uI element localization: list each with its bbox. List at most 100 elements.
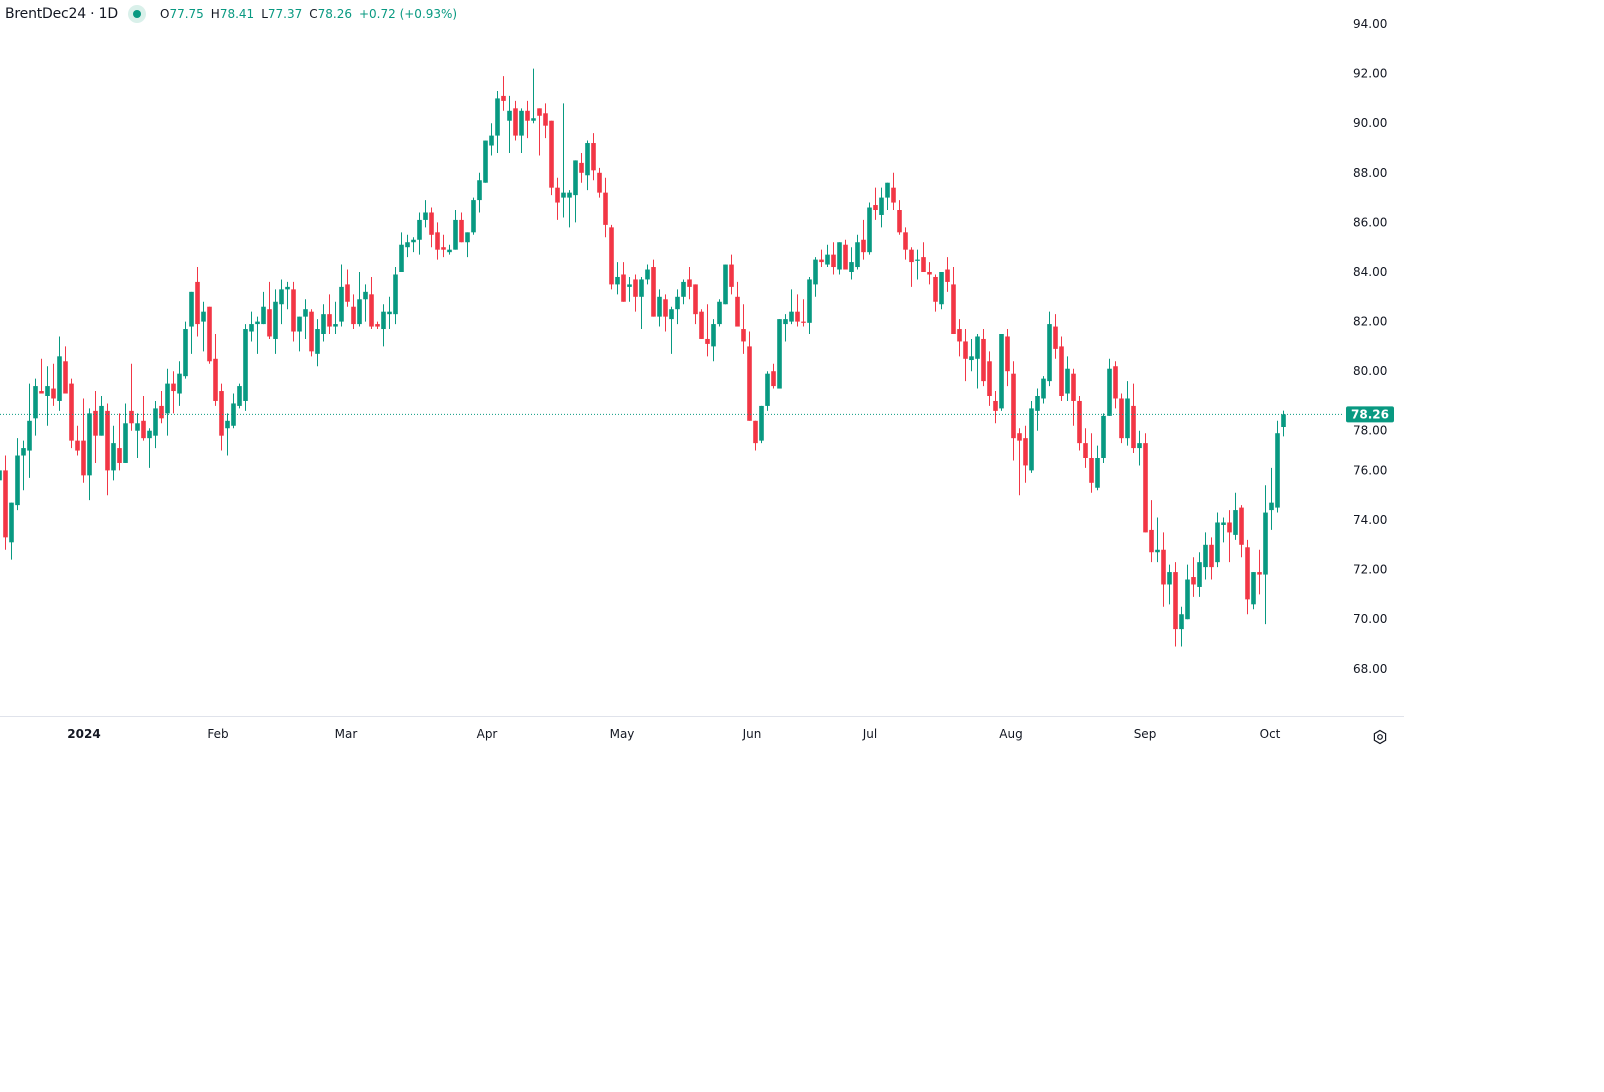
market-status-dot-icon[interactable] — [127, 5, 146, 23]
candle-down — [1257, 549, 1262, 595]
candle-up — [339, 264, 344, 327]
candlestick-chart[interactable]: 94.00 92.00 90.00 88.00 86.00 84.00 82.00 80.00… — [0, 0, 1404, 760]
candle-up — [1035, 388, 1040, 431]
time-tick-label: Mar — [335, 727, 358, 741]
candle-body — [1125, 398, 1130, 439]
candle-down — [375, 321, 380, 330]
price-tick-label: 90.00 — [1353, 116, 1387, 130]
candle-body — [975, 336, 980, 359]
candle-body — [99, 405, 104, 436]
candle-body — [543, 113, 548, 126]
candle-down — [663, 294, 668, 332]
candle-up — [297, 316, 302, 352]
candle-up — [1047, 311, 1052, 387]
candle-body — [129, 410, 134, 424]
candle-up — [237, 383, 242, 409]
candle-up — [147, 428, 152, 468]
candle-up — [405, 234, 410, 258]
candle-up — [531, 68, 536, 124]
candle-body — [879, 197, 884, 215]
candle-body — [15, 455, 20, 506]
candle-body — [225, 420, 230, 429]
candle-up — [483, 140, 488, 183]
candle-body — [693, 284, 698, 315]
candle-body — [1119, 398, 1124, 439]
candle-body — [795, 311, 800, 322]
candle-body — [393, 274, 398, 315]
price-tick-label: 78.00 — [1353, 423, 1387, 437]
candle-up — [1179, 606, 1184, 647]
candle-up — [489, 123, 494, 156]
price-axis[interactable]: 94.00 92.00 90.00 88.00 86.00 84.00 82.00 80.00… — [1353, 17, 1387, 676]
candle-body — [741, 329, 746, 342]
candle-up — [201, 301, 206, 352]
time-tick-label: May — [610, 727, 635, 741]
candle-body — [1281, 414, 1286, 427]
candle-body — [573, 160, 578, 196]
candle-body — [807, 279, 812, 323]
price-tick-label: 92.00 — [1353, 67, 1387, 81]
candle-body — [873, 205, 878, 210]
candle-down — [897, 200, 902, 235]
candle-up — [447, 244, 452, 255]
candle-down — [1017, 428, 1022, 496]
candle-up — [393, 267, 398, 325]
candle-up — [507, 95, 512, 153]
candle-down — [609, 224, 614, 290]
symbol-title[interactable]: BrentDec24 · 1D — [5, 6, 118, 22]
candle-down — [51, 363, 56, 406]
time-axis[interactable]: 2024 Feb Mar Apr May Jun Jul Aug Sep Oct — [67, 727, 1280, 741]
candle-up — [333, 301, 338, 334]
candle-up — [777, 319, 782, 389]
candle-down — [75, 425, 80, 456]
legend-close: C78.26 — [309, 7, 352, 21]
candle-down — [993, 391, 998, 424]
candle-body — [153, 408, 158, 436]
candle-up — [285, 281, 290, 310]
time-tick-label: Apr — [477, 727, 498, 741]
candle-down — [771, 363, 776, 389]
candle-up — [585, 140, 590, 191]
candle-body — [513, 108, 518, 136]
candle-down — [819, 249, 824, 268]
candle-body — [783, 319, 788, 325]
candle-body — [63, 361, 68, 394]
candle-body — [945, 269, 950, 282]
candle-body — [285, 286, 290, 290]
candle-body — [765, 373, 770, 406]
candle-up — [615, 262, 620, 295]
candle-body — [51, 388, 56, 399]
candle-body — [861, 239, 866, 253]
candle-body — [387, 311, 392, 315]
candle-up — [681, 279, 686, 305]
candle-body — [1155, 549, 1160, 553]
candle-body — [843, 244, 848, 270]
candle-down — [345, 269, 350, 307]
candle-body — [1239, 507, 1244, 545]
candle-body — [81, 440, 86, 476]
candle-body — [591, 143, 596, 171]
candle-body — [657, 296, 662, 317]
candle-up — [99, 396, 104, 436]
candle-up — [711, 319, 716, 362]
candle-body — [315, 329, 320, 354]
candle-body — [891, 187, 896, 203]
candle-down — [603, 177, 608, 238]
candle-down — [1083, 428, 1088, 468]
candle-up — [21, 440, 26, 491]
candle-body — [951, 284, 956, 334]
candle-down — [1077, 396, 1082, 451]
candle-body — [675, 296, 680, 310]
candle-body — [255, 321, 260, 325]
candle-body — [699, 311, 704, 339]
candle-down — [1023, 425, 1028, 483]
candle-up — [225, 413, 230, 456]
candle-body — [1185, 579, 1190, 620]
candle-down — [873, 187, 878, 220]
price-tick-label: 74.00 — [1353, 513, 1387, 527]
candle-body — [405, 242, 410, 248]
candle-body — [1047, 324, 1052, 382]
candle-body — [111, 443, 116, 471]
settings-gear-icon[interactable] — [1372, 729, 1388, 745]
candle-up — [759, 405, 764, 444]
